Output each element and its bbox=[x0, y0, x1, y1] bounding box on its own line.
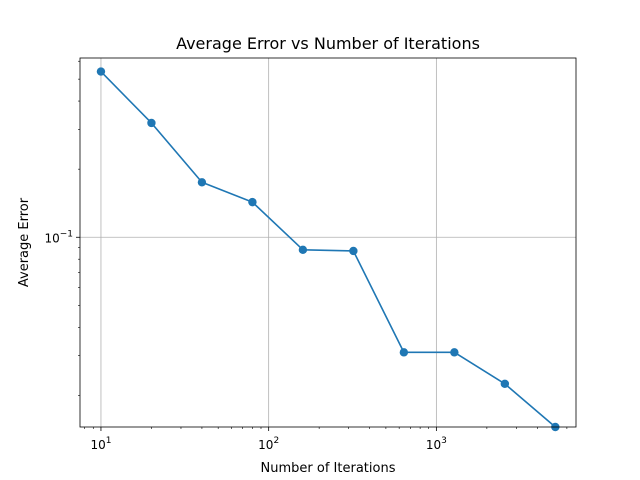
series-line bbox=[100, 71, 556, 428]
x-tick-label: 101 bbox=[90, 436, 111, 452]
data-point bbox=[197, 178, 207, 187]
x-tick-label: 102 bbox=[258, 436, 279, 452]
data-point bbox=[248, 197, 257, 207]
y-axis-label: Average Error bbox=[17, 197, 32, 287]
y-tick-label: 10−1 bbox=[44, 229, 73, 245]
data-point bbox=[349, 246, 358, 256]
data-point bbox=[96, 67, 106, 76]
data-point bbox=[298, 245, 308, 255]
data-point bbox=[147, 118, 156, 128]
data-point bbox=[500, 379, 510, 389]
data-point bbox=[399, 348, 409, 357]
x-axis-label: Number of Iterations bbox=[261, 461, 396, 476]
plot-frame bbox=[79, 57, 577, 428]
x-tick-label: 103 bbox=[426, 436, 447, 452]
chart-title: Average Error vs Number of Iterations bbox=[176, 34, 480, 53]
data-point bbox=[450, 348, 459, 357]
grid bbox=[80, 58, 576, 427]
major-ticks: 101 102 103 10−1 bbox=[44, 229, 446, 452]
